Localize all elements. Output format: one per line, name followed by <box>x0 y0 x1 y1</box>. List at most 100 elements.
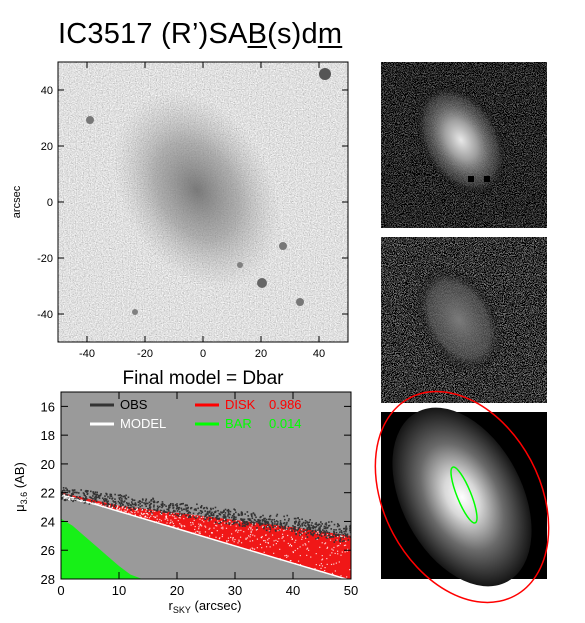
model-point <box>240 521 242 523</box>
obs-point <box>314 523 317 525</box>
plot-ytick-label: 28 <box>41 572 55 587</box>
obs-point <box>315 522 318 524</box>
obs-point <box>308 526 310 529</box>
model-point <box>193 532 195 534</box>
obs-point <box>275 515 278 517</box>
obs-point <box>284 526 286 528</box>
obs-point <box>146 502 149 505</box>
obs-point <box>105 492 107 495</box>
obs-point <box>167 509 170 511</box>
obs-point <box>237 514 240 517</box>
model-point <box>138 516 141 519</box>
model-point <box>321 555 323 557</box>
obs-point <box>122 503 124 506</box>
model-point <box>306 548 308 550</box>
obs-point <box>345 530 347 533</box>
obs-point <box>134 508 137 511</box>
obs-point <box>118 502 121 504</box>
obs-point <box>295 528 298 531</box>
obs-point <box>233 508 235 511</box>
obs-point <box>147 510 149 512</box>
obs-point <box>185 515 187 517</box>
model-point <box>284 529 286 531</box>
model-point <box>170 512 172 515</box>
model-point <box>122 506 124 508</box>
obs-point <box>105 498 107 500</box>
obs-point <box>247 515 250 517</box>
obs-point <box>119 494 122 496</box>
model-point <box>343 536 346 538</box>
plot-xtick-label: 40 <box>286 583 300 598</box>
obs-point <box>249 518 251 520</box>
obs-point <box>319 534 321 536</box>
obs-point <box>110 493 113 496</box>
model-point <box>235 525 237 527</box>
obs-point <box>298 531 301 534</box>
model-point <box>282 530 285 532</box>
model-point <box>180 524 182 526</box>
model-point <box>173 512 175 514</box>
model-point <box>252 534 254 536</box>
model-point <box>191 532 193 534</box>
model-point <box>208 528 210 530</box>
obs-point <box>217 517 219 520</box>
model-point <box>296 528 298 530</box>
obs-point <box>258 519 260 521</box>
obs-point <box>297 524 299 527</box>
model-point <box>154 521 156 523</box>
obs-point <box>75 491 78 494</box>
obs-point <box>217 509 219 512</box>
obs-point <box>103 498 105 501</box>
obs-point <box>133 499 136 502</box>
obs-point <box>304 519 307 522</box>
model-point <box>76 499 79 501</box>
obs-point <box>96 491 98 494</box>
obs-point <box>261 522 263 525</box>
model-point <box>299 546 301 548</box>
obs-point <box>78 499 81 501</box>
obs-point <box>242 521 245 524</box>
obs-point <box>305 533 308 536</box>
model-point <box>88 501 90 504</box>
obs-point <box>258 522 260 524</box>
model-point <box>200 525 203 527</box>
galaxy-image-panel: -40 -20 0 20 40 40 20 0 -20 -40 arcsec <box>11 61 349 360</box>
plot-ylabel: μ3.6 (AB) <box>12 462 29 512</box>
model-point <box>65 496 67 499</box>
obs-point <box>127 506 130 509</box>
model-point <box>305 544 307 546</box>
model-point <box>268 530 270 532</box>
model-point <box>165 513 167 515</box>
obs-point <box>195 517 197 520</box>
obs-point <box>270 520 273 523</box>
obs-point <box>333 533 335 535</box>
obs-point <box>307 524 310 526</box>
obs-point <box>228 523 231 525</box>
model-point <box>324 543 326 545</box>
model-point <box>99 504 102 506</box>
obs-point <box>342 536 345 539</box>
obs-point <box>316 529 319 532</box>
model-point <box>228 520 231 522</box>
obs-point <box>263 527 265 530</box>
model-point <box>108 505 110 508</box>
obs-point <box>249 519 252 522</box>
obs-point <box>189 516 192 519</box>
obs-point <box>178 506 181 509</box>
model-point <box>116 508 118 510</box>
obs-point <box>244 513 246 515</box>
obs-point <box>227 509 230 512</box>
model-point <box>170 521 172 523</box>
model-points <box>62 495 351 578</box>
obs-point <box>92 498 94 500</box>
model-point <box>253 548 256 550</box>
obs-point <box>215 510 217 513</box>
obs-point <box>256 527 258 529</box>
model-point <box>343 544 346 547</box>
model-point <box>170 526 172 528</box>
obs-point <box>268 518 271 520</box>
model-point <box>308 541 310 543</box>
model-point <box>112 508 114 511</box>
model-point <box>108 507 110 509</box>
obs-point <box>166 508 168 511</box>
